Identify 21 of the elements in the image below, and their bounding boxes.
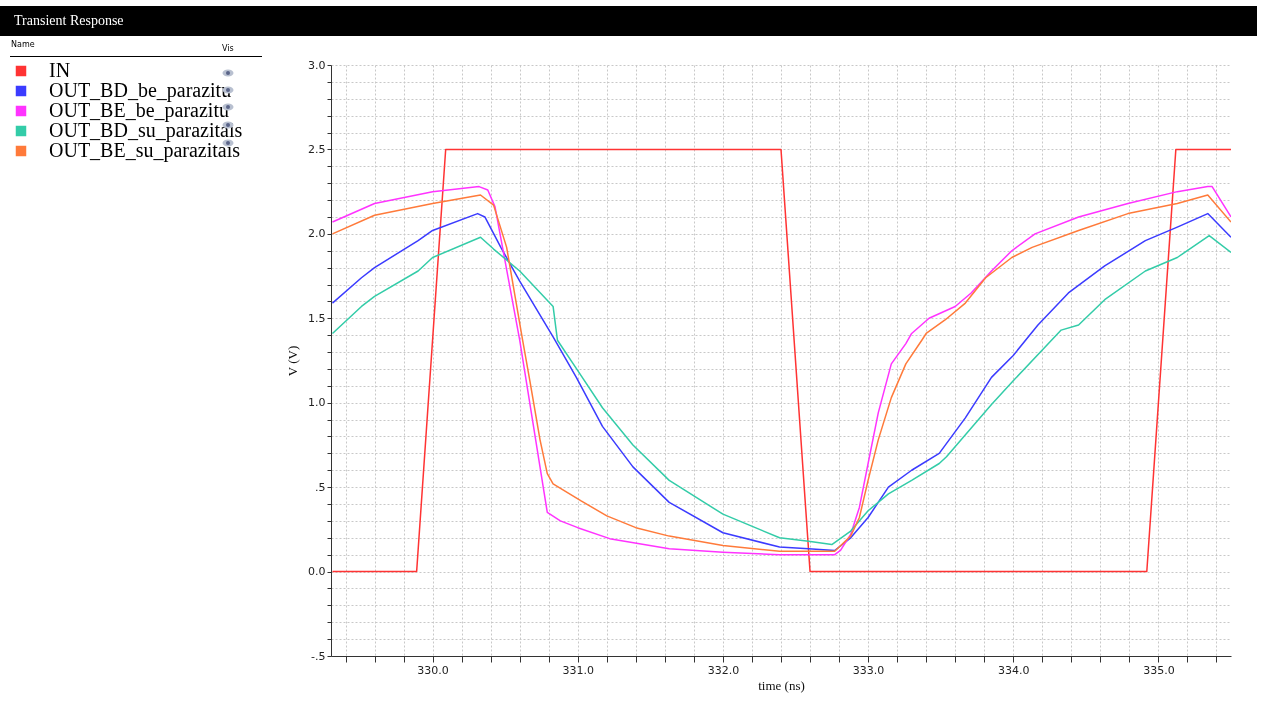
legend-title: Name — [11, 40, 35, 49]
legend-label: OUT_BD_be_parazitu — [49, 79, 232, 102]
x-tick-label: 335.0 — [1143, 663, 1175, 677]
legend-label: IN — [49, 59, 71, 81]
text: Transient Response — [0, 6, 1257, 36]
y-tick-label: 3.0 — [308, 58, 326, 72]
x-tick-label: 330.0 — [417, 663, 449, 677]
y-tick-label: 2.0 — [308, 227, 326, 241]
y-tick-label: .5 — [315, 480, 326, 494]
y-tick-label: -.5 — [311, 649, 326, 663]
y-tick-label: 0.0 — [308, 565, 326, 579]
x-tick-label: 331.0 — [562, 663, 595, 677]
x-tick-label: 333.0 — [852, 663, 885, 677]
y-axis-title: V (V) — [285, 345, 301, 377]
y-tick-label: 1.5 — [308, 311, 326, 325]
y-tick-label: 2.5 — [308, 142, 326, 156]
x-tick-label: 334.0 — [998, 663, 1030, 677]
x-axis-title: time (ns) — [758, 677, 805, 693]
x-tick-label: 332.0 — [707, 663, 740, 677]
y-tick-label: 1.0 — [308, 396, 326, 410]
text: Vis — [222, 44, 234, 53]
